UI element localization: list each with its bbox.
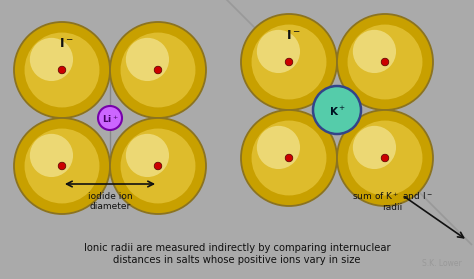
Text: iodide ion: iodide ion	[88, 192, 132, 201]
Circle shape	[126, 134, 169, 177]
Circle shape	[25, 33, 100, 107]
Circle shape	[381, 58, 389, 66]
Text: Li$^+$: Li$^+$	[101, 113, 118, 125]
Circle shape	[126, 38, 169, 81]
Text: distances in salts whose positive ions vary in size: distances in salts whose positive ions v…	[113, 255, 361, 265]
Circle shape	[347, 25, 422, 99]
Circle shape	[120, 33, 195, 107]
Circle shape	[98, 106, 122, 130]
Circle shape	[241, 110, 337, 206]
Circle shape	[30, 38, 73, 81]
Text: Ionic radii are measured indirectly by comparing internuclear: Ionic radii are measured indirectly by c…	[84, 243, 390, 253]
Circle shape	[252, 121, 327, 196]
Circle shape	[120, 129, 195, 203]
Circle shape	[353, 30, 396, 73]
Circle shape	[14, 118, 110, 214]
Circle shape	[257, 30, 300, 73]
Text: S.K. Lower: S.K. Lower	[422, 259, 462, 268]
Text: I$^-$: I$^-$	[59, 37, 73, 50]
Circle shape	[257, 126, 300, 169]
Text: I$^-$: I$^-$	[285, 29, 301, 42]
Circle shape	[241, 14, 337, 110]
Circle shape	[154, 162, 162, 170]
Circle shape	[353, 126, 396, 169]
Circle shape	[285, 58, 293, 66]
Circle shape	[110, 118, 206, 214]
Circle shape	[14, 22, 110, 118]
Circle shape	[313, 86, 361, 134]
Circle shape	[252, 25, 327, 99]
Circle shape	[347, 121, 422, 196]
Circle shape	[58, 162, 66, 170]
Circle shape	[30, 134, 73, 177]
Text: diameter: diameter	[90, 202, 131, 211]
Circle shape	[25, 129, 100, 203]
Circle shape	[337, 14, 433, 110]
Circle shape	[285, 154, 293, 162]
Text: sum of K$^+$ and I$^-$
radii: sum of K$^+$ and I$^-$ radii	[352, 190, 432, 212]
Text: K$^+$: K$^+$	[328, 104, 346, 117]
Circle shape	[337, 110, 433, 206]
Circle shape	[154, 66, 162, 74]
Circle shape	[381, 154, 389, 162]
Circle shape	[58, 66, 66, 74]
Circle shape	[110, 22, 206, 118]
